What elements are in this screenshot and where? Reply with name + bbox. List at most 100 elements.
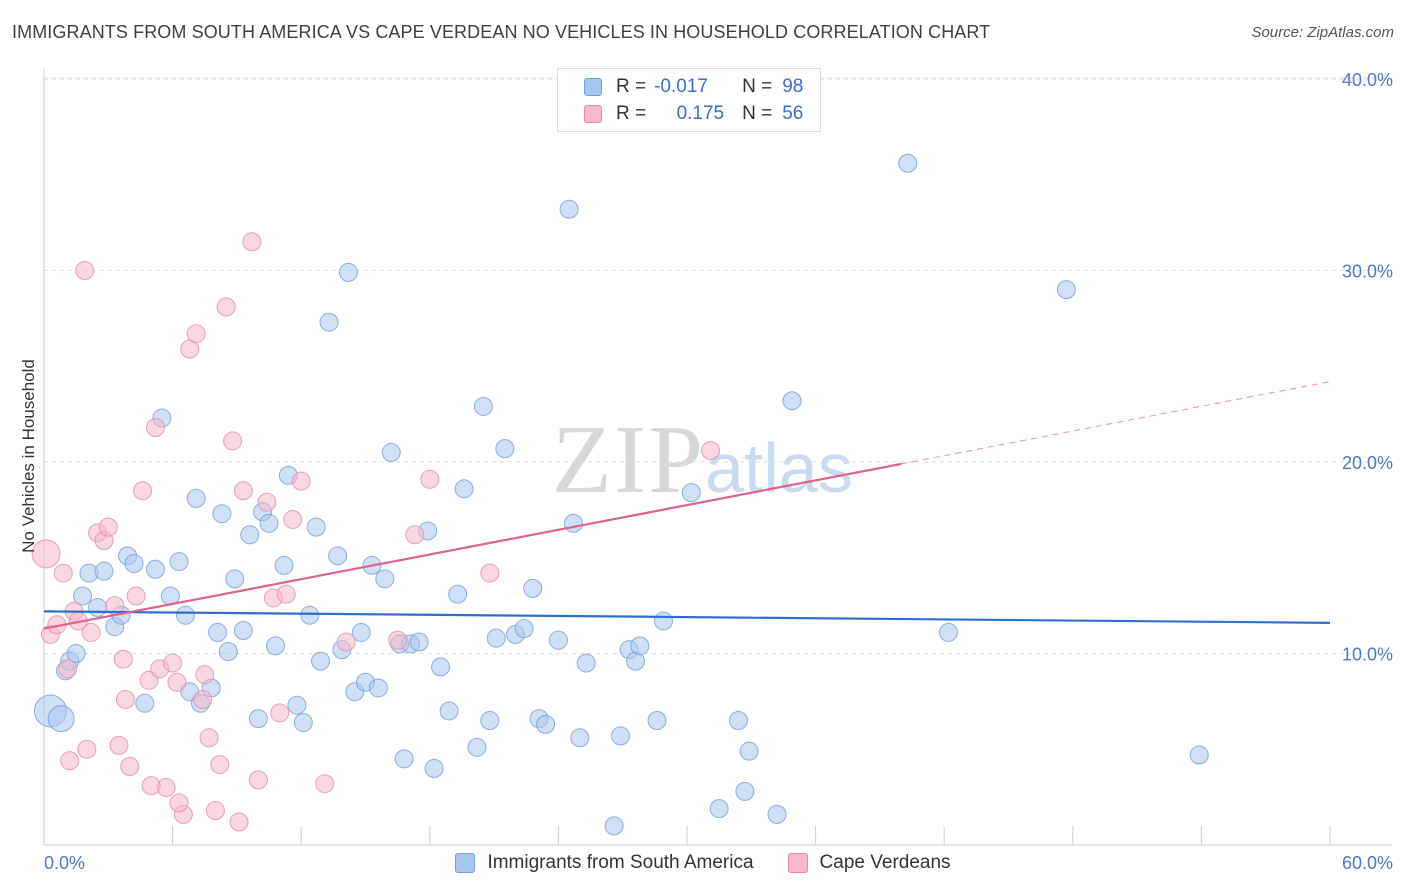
y-tick-label: 20.0% bbox=[1342, 453, 1393, 473]
data-point bbox=[216, 297, 236, 317]
data-point bbox=[169, 552, 189, 572]
stats-legend: R = -0.017 N = 98 R = 0.175 N = 56 bbox=[557, 68, 821, 132]
data-point bbox=[287, 695, 307, 715]
data-point bbox=[559, 199, 579, 219]
data-point bbox=[145, 559, 165, 579]
data-point bbox=[77, 739, 97, 759]
data-point bbox=[523, 578, 543, 598]
data-point bbox=[31, 539, 61, 569]
data-point bbox=[145, 418, 165, 438]
legend-r-label: R = bbox=[616, 76, 647, 97]
data-point bbox=[186, 488, 206, 508]
data-point bbox=[124, 553, 144, 573]
data-point bbox=[242, 232, 262, 252]
data-point bbox=[388, 630, 408, 650]
data-point bbox=[88, 598, 108, 618]
legend-n-value: 56 bbox=[782, 103, 804, 124]
legend-row-cape-verdeans: R = 0.175 N = 56 bbox=[584, 101, 803, 127]
data-point bbox=[210, 755, 230, 775]
chart-title: IMMIGRANTS FROM SOUTH AMERICA VS CAPE VE… bbox=[12, 22, 991, 42]
data-point bbox=[233, 621, 253, 641]
data-point bbox=[647, 711, 667, 731]
data-point bbox=[133, 481, 153, 501]
legend-swatch-blue bbox=[455, 853, 476, 873]
data-point bbox=[420, 469, 440, 489]
data-point bbox=[431, 657, 451, 677]
data-point bbox=[113, 649, 133, 669]
series-immigrants-south-america bbox=[33, 153, 1209, 836]
data-point bbox=[115, 689, 135, 709]
data-point bbox=[163, 653, 183, 673]
data-point bbox=[536, 714, 556, 734]
data-point bbox=[336, 632, 356, 652]
data-point bbox=[328, 546, 348, 566]
watermark-atlas: atlas bbox=[705, 429, 853, 507]
data-point bbox=[739, 741, 759, 761]
legend-item-cape-verdeans[interactable]: Cape Verdeans bbox=[787, 852, 951, 874]
data-point bbox=[293, 712, 313, 732]
data-point bbox=[66, 644, 86, 663]
data-point bbox=[338, 262, 358, 282]
data-point bbox=[576, 653, 596, 673]
legend-r-value: 0.175 bbox=[676, 103, 725, 124]
data-point bbox=[257, 492, 277, 512]
data-point bbox=[424, 758, 444, 778]
data-point bbox=[291, 471, 311, 491]
legend-label: Cape Verdeans bbox=[819, 852, 951, 873]
gridlines bbox=[44, 77, 1392, 654]
data-point bbox=[381, 442, 401, 462]
data-point bbox=[248, 709, 268, 729]
legend-swatch-blue bbox=[584, 78, 602, 96]
data-point bbox=[1189, 745, 1209, 765]
data-point bbox=[109, 735, 129, 755]
series-cape-verdeans bbox=[31, 232, 721, 832]
data-point bbox=[212, 504, 232, 524]
data-point bbox=[898, 153, 918, 173]
legend-label: Immigrants from South America bbox=[487, 852, 754, 873]
data-point bbox=[135, 693, 155, 713]
source-credit: Source: ZipAtlas.com bbox=[1251, 24, 1394, 41]
data-point bbox=[126, 586, 146, 606]
x-tick-label: 0.0% bbox=[44, 853, 85, 873]
trend-lines bbox=[43, 381, 1331, 630]
data-point bbox=[409, 632, 429, 652]
data-point bbox=[473, 396, 493, 416]
data-point bbox=[283, 509, 303, 529]
data-point bbox=[141, 776, 161, 796]
trend-line bbox=[43, 610, 1331, 624]
data-point bbox=[611, 726, 631, 746]
data-point bbox=[233, 481, 253, 501]
legend-item-south-america[interactable]: Immigrants from South America bbox=[455, 852, 754, 874]
data-point bbox=[205, 801, 225, 821]
data-point bbox=[175, 605, 195, 625]
y-axis-label: No Vehicles in Household bbox=[19, 359, 38, 553]
data-point bbox=[193, 689, 213, 709]
data-point bbox=[548, 630, 568, 650]
data-point bbox=[701, 441, 721, 461]
data-point bbox=[60, 751, 80, 771]
legend-r-value: -0.017 bbox=[654, 76, 708, 97]
data-point bbox=[439, 701, 459, 721]
data-point bbox=[563, 513, 583, 533]
data-point bbox=[169, 793, 189, 813]
data-point bbox=[47, 705, 75, 733]
data-point bbox=[199, 728, 219, 748]
data-point bbox=[394, 749, 414, 769]
y-tick-label: 40.0% bbox=[1342, 70, 1393, 90]
data-point bbox=[81, 622, 101, 642]
axis-labels: 10.0% 20.0% 30.0% 40.0% 0.0% 60.0% No Vehicles… bbox=[19, 70, 1393, 873]
trend-line-extension bbox=[901, 381, 1331, 465]
axes bbox=[43, 68, 1392, 846]
series-legend: Immigrants from South America Cape Verde… bbox=[0, 852, 1406, 874]
watermark-zip: ZIP bbox=[552, 406, 705, 514]
watermark: ZIPatlas bbox=[552, 404, 853, 516]
data-point bbox=[98, 517, 118, 537]
legend-swatch-pink bbox=[584, 105, 602, 123]
data-point bbox=[315, 774, 335, 794]
data-point bbox=[448, 584, 468, 604]
data-point bbox=[630, 636, 650, 656]
data-point bbox=[375, 569, 395, 589]
data-point bbox=[570, 728, 590, 748]
data-point bbox=[208, 622, 228, 642]
data-point bbox=[259, 513, 279, 533]
